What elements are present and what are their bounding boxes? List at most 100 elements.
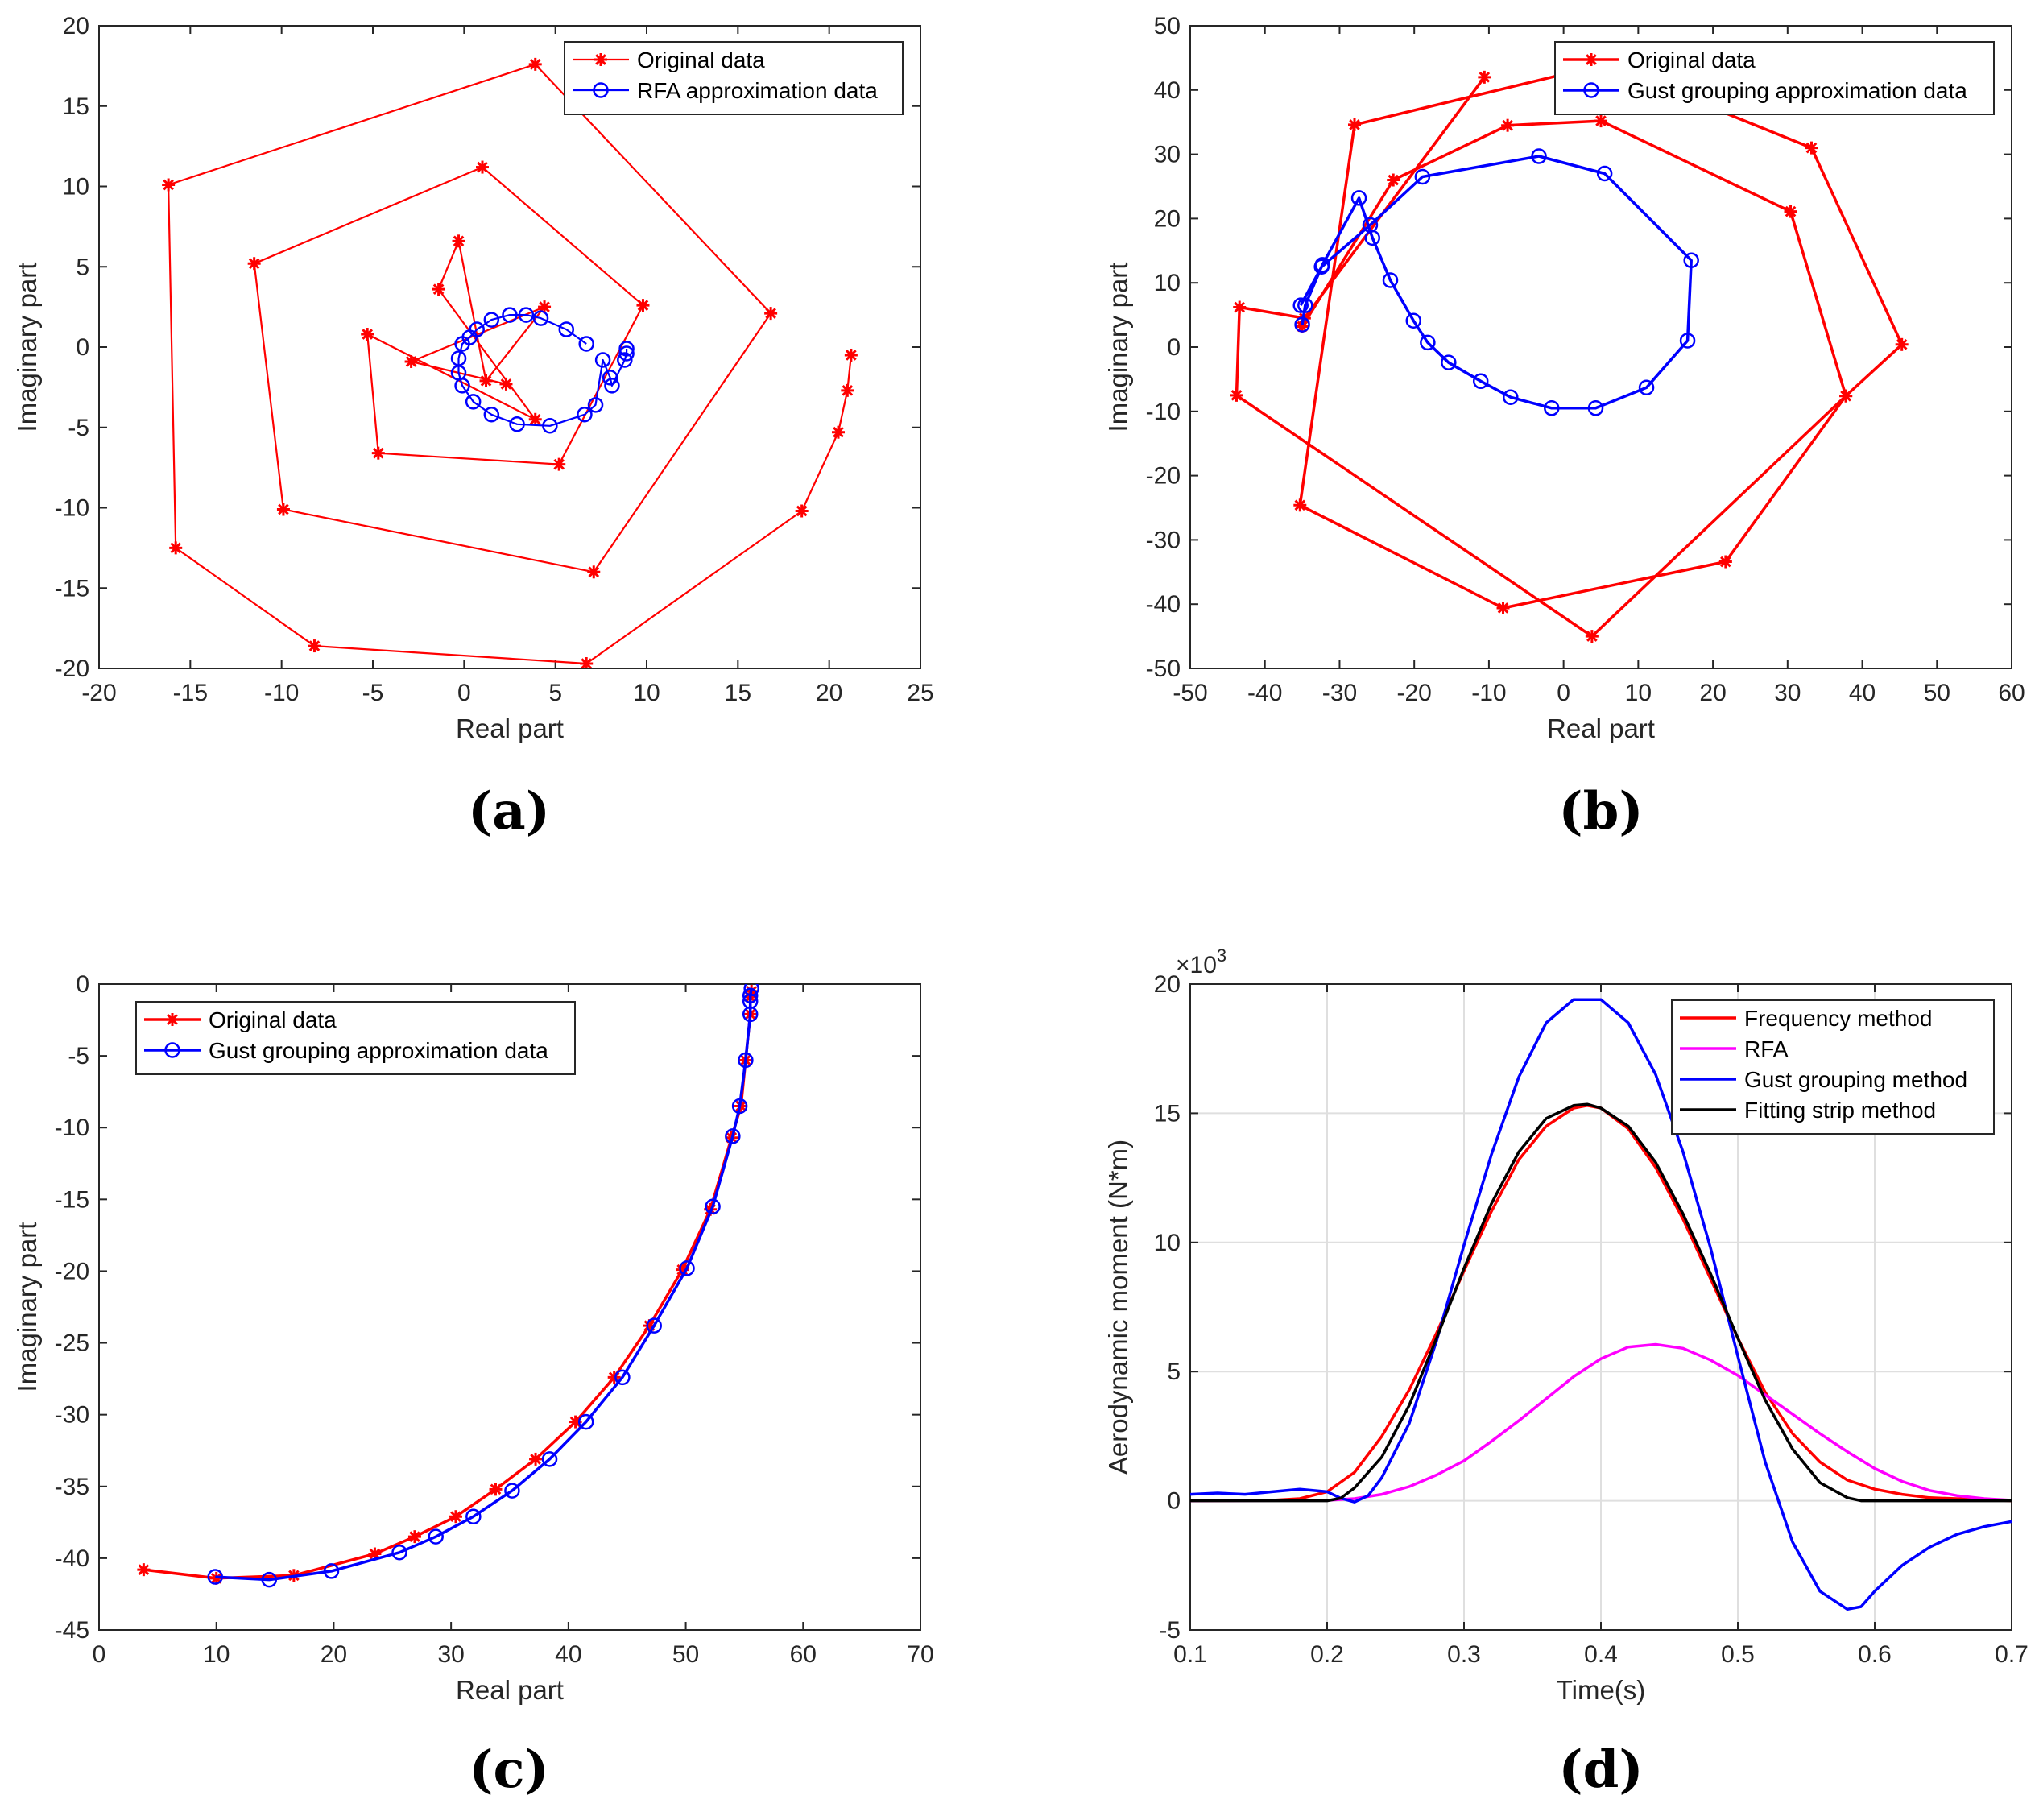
x-tick-label: 0.3 bbox=[1447, 1641, 1481, 1668]
data-point bbox=[738, 1052, 754, 1069]
data-point bbox=[604, 378, 620, 394]
x-tick-label: 0.5 bbox=[1721, 1641, 1755, 1668]
x-tick-label: -50 bbox=[1173, 680, 1207, 706]
x-tick-label: 20 bbox=[321, 1641, 347, 1668]
data-point bbox=[1544, 400, 1560, 416]
data-point bbox=[558, 321, 575, 337]
y-tick-label: -50 bbox=[1146, 656, 1181, 682]
y-tick-label: -30 bbox=[1146, 527, 1181, 553]
data-point bbox=[1387, 173, 1400, 187]
x-tick-label: 70 bbox=[907, 1641, 933, 1668]
legend-entry-0: Original data bbox=[209, 1007, 337, 1032]
data-point bbox=[361, 328, 374, 341]
data-point bbox=[731, 1098, 748, 1115]
y-tick-label: 0 bbox=[76, 334, 89, 361]
series-group bbox=[1230, 57, 1909, 643]
data-point bbox=[404, 354, 418, 368]
data-point bbox=[1895, 337, 1909, 351]
x-tick-label: -20 bbox=[81, 680, 116, 706]
data-point bbox=[614, 1369, 631, 1386]
data-point bbox=[1839, 389, 1853, 403]
x-tick-label: 0.2 bbox=[1310, 1641, 1344, 1668]
data-point bbox=[452, 234, 465, 248]
data-point bbox=[207, 1569, 224, 1585]
x-tick-label: -20 bbox=[1397, 680, 1432, 706]
data-point bbox=[276, 503, 290, 516]
y-tick-label: 20 bbox=[1154, 971, 1181, 998]
data-point bbox=[518, 307, 535, 323]
y-tick-label: -10 bbox=[55, 495, 89, 522]
series-group bbox=[137, 984, 759, 1588]
x-tick-label: -10 bbox=[264, 680, 299, 706]
y-tick-label: -35 bbox=[55, 1474, 89, 1500]
data-point bbox=[578, 336, 594, 352]
data-point bbox=[450, 350, 467, 366]
y-axis-label: Imaginary part bbox=[12, 1222, 42, 1392]
y-tick-label: 10 bbox=[1154, 1230, 1181, 1256]
data-point bbox=[483, 312, 500, 328]
y-tick-label: 20 bbox=[1154, 205, 1181, 232]
data-point bbox=[1297, 297, 1313, 313]
data-point bbox=[489, 1483, 503, 1496]
data-point bbox=[1313, 259, 1330, 275]
legend-entry-1: Gust grouping approximation data bbox=[209, 1038, 548, 1063]
y-tick-label: -20 bbox=[55, 656, 89, 682]
data-point bbox=[618, 341, 635, 357]
series-line-0 bbox=[143, 991, 753, 1580]
legend-marker bbox=[594, 53, 607, 66]
y-tick-label: -20 bbox=[1146, 463, 1181, 490]
legend-box bbox=[1671, 999, 1995, 1135]
data-point bbox=[538, 300, 552, 314]
y-tick-label: 0 bbox=[1167, 1488, 1181, 1515]
plot-area bbox=[98, 25, 921, 669]
series-line-0 bbox=[1235, 63, 1904, 638]
data-point bbox=[1679, 333, 1696, 349]
x-tick-label: 0.1 bbox=[1173, 1641, 1207, 1668]
data-point bbox=[1585, 630, 1599, 643]
y-tick-label: -20 bbox=[55, 1258, 89, 1284]
x-tick-label: 0.4 bbox=[1584, 1641, 1618, 1668]
y-axis-label: Imaginary part bbox=[12, 263, 42, 432]
caption-b: (b) bbox=[1558, 781, 1644, 842]
y-tick-label: -10 bbox=[55, 1115, 89, 1141]
data-point bbox=[577, 407, 593, 423]
data-point bbox=[542, 418, 558, 434]
y-tick-label: 10 bbox=[63, 174, 89, 201]
x-axis-label: Real part bbox=[1547, 714, 1655, 743]
y-tick-label: 5 bbox=[1167, 1359, 1181, 1385]
data-point bbox=[1496, 601, 1510, 614]
data-point bbox=[465, 1508, 482, 1524]
data-point bbox=[1405, 312, 1422, 329]
x-tick-label: 0 bbox=[457, 680, 471, 706]
data-point bbox=[1414, 168, 1431, 185]
caption-a: (a) bbox=[467, 781, 551, 842]
y-multiplier-base: ×10 bbox=[1176, 952, 1217, 978]
data-point bbox=[428, 1528, 444, 1545]
data-point bbox=[528, 57, 542, 71]
legend-entry-1: Gust grouping approximation data bbox=[1627, 78, 1967, 103]
data-point bbox=[528, 412, 542, 426]
data-point bbox=[618, 345, 635, 362]
data-point bbox=[169, 541, 183, 555]
data-point bbox=[1441, 354, 1457, 370]
data-point bbox=[580, 657, 594, 668]
data-point bbox=[1718, 555, 1732, 569]
y-multiplier: ×103 bbox=[1176, 945, 1226, 978]
x-tick-label: 20 bbox=[1699, 680, 1726, 706]
data-point bbox=[587, 397, 604, 413]
x-tick-label: -15 bbox=[173, 680, 208, 706]
data-point bbox=[407, 1530, 421, 1544]
y-tick-label: -45 bbox=[55, 1617, 89, 1644]
data-point bbox=[1362, 217, 1379, 234]
chart-a: -20 -15 -10 -5 0 5 10 15 20 25 -20 -15 -10 -5 0 5 10 15 20… bbox=[12, 13, 934, 743]
data-point bbox=[479, 374, 493, 387]
data-point bbox=[1531, 148, 1547, 164]
legend-entry-0: Original data bbox=[1627, 48, 1756, 72]
data-point bbox=[541, 1451, 558, 1467]
data-point bbox=[841, 383, 854, 397]
y-tick-label: 0 bbox=[1167, 334, 1181, 361]
y-tick-label: -15 bbox=[55, 1186, 89, 1213]
y-tick-label: -25 bbox=[55, 1330, 89, 1357]
data-point bbox=[529, 1452, 543, 1466]
